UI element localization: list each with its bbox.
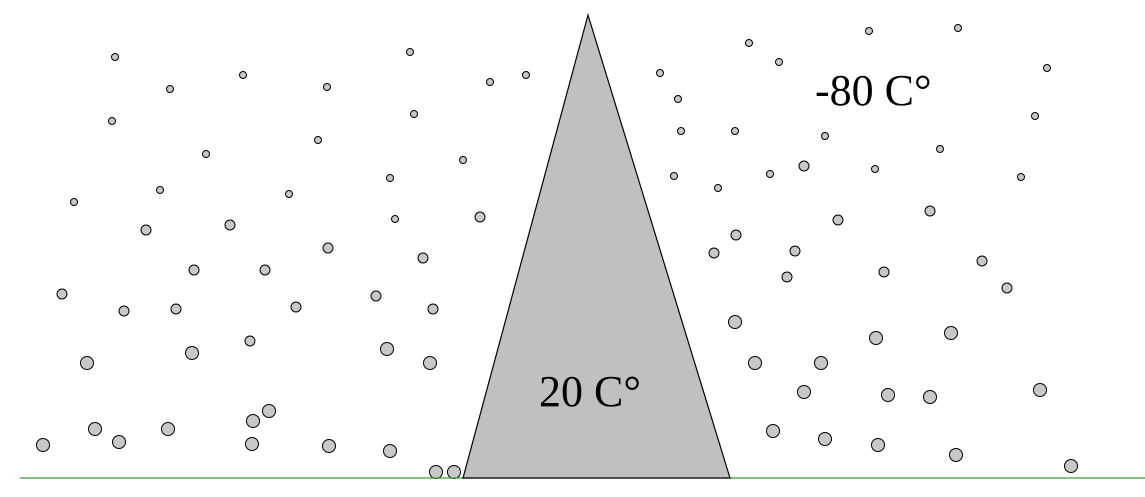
particle — [1031, 112, 1039, 120]
particle — [386, 174, 394, 182]
particle — [797, 385, 811, 399]
particle — [417, 252, 429, 264]
particle — [789, 245, 801, 257]
particle — [924, 205, 936, 217]
particle — [781, 271, 793, 283]
particle — [670, 172, 678, 180]
particle — [1017, 173, 1025, 181]
particle — [1064, 459, 1078, 473]
particle — [936, 145, 944, 153]
particle — [370, 290, 382, 302]
particle — [798, 160, 810, 172]
particle — [923, 390, 937, 404]
particle — [118, 305, 130, 317]
particle — [708, 247, 720, 259]
particle — [111, 53, 119, 61]
particle — [730, 229, 742, 241]
cold-label: -80 C° — [815, 66, 932, 115]
particle — [1033, 383, 1047, 397]
particle — [674, 95, 682, 103]
particle — [383, 444, 397, 458]
particle — [290, 301, 302, 313]
particle — [112, 435, 126, 449]
particle — [314, 136, 322, 144]
particle — [202, 150, 210, 158]
particle — [656, 69, 664, 77]
particle — [410, 110, 418, 118]
particle — [140, 224, 152, 236]
particle — [70, 198, 78, 206]
particle — [1001, 282, 1013, 294]
particle — [380, 342, 394, 356]
particle — [429, 465, 443, 479]
particle — [406, 48, 414, 56]
particle — [56, 288, 68, 300]
particle — [731, 127, 739, 135]
particle — [427, 303, 439, 315]
particle — [322, 439, 336, 453]
particle — [871, 165, 879, 173]
particle — [185, 346, 199, 360]
particle — [156, 186, 164, 194]
particle — [677, 127, 685, 135]
particle — [108, 117, 116, 125]
particle — [323, 83, 331, 91]
warm-label: 20 C° — [539, 367, 641, 416]
particle — [166, 85, 174, 93]
particle — [832, 214, 844, 226]
particle — [869, 331, 883, 345]
particle — [728, 315, 742, 329]
particle — [322, 242, 334, 254]
particle — [881, 388, 895, 402]
particle — [714, 184, 722, 192]
particle — [949, 448, 963, 462]
particle — [244, 335, 256, 347]
particle — [871, 438, 885, 452]
particle — [245, 437, 259, 451]
particle — [459, 156, 467, 164]
particle — [766, 424, 780, 438]
particle — [818, 432, 832, 446]
particle — [944, 326, 958, 340]
particle — [486, 78, 494, 86]
particle — [188, 264, 200, 276]
particle — [821, 132, 829, 140]
particle — [246, 414, 260, 428]
particle — [161, 422, 175, 436]
particle — [447, 465, 461, 479]
particle — [865, 27, 873, 35]
particle — [976, 255, 988, 267]
particle — [775, 58, 783, 66]
particle — [423, 356, 437, 370]
particle — [224, 219, 236, 231]
particle — [239, 71, 247, 79]
particle — [1043, 64, 1051, 72]
particle — [878, 266, 890, 278]
particle — [170, 303, 182, 315]
particle — [766, 170, 774, 178]
particle — [262, 404, 276, 418]
particle — [80, 356, 94, 370]
mountain — [462, 12, 731, 479]
particle — [814, 356, 828, 370]
particle — [285, 190, 293, 198]
particle — [954, 24, 962, 32]
particle — [36, 438, 50, 452]
particle — [474, 211, 486, 223]
particle — [391, 215, 399, 223]
particle — [522, 71, 530, 79]
particle — [259, 264, 271, 276]
particle — [745, 39, 753, 47]
particle — [88, 422, 102, 436]
particle — [748, 356, 762, 370]
